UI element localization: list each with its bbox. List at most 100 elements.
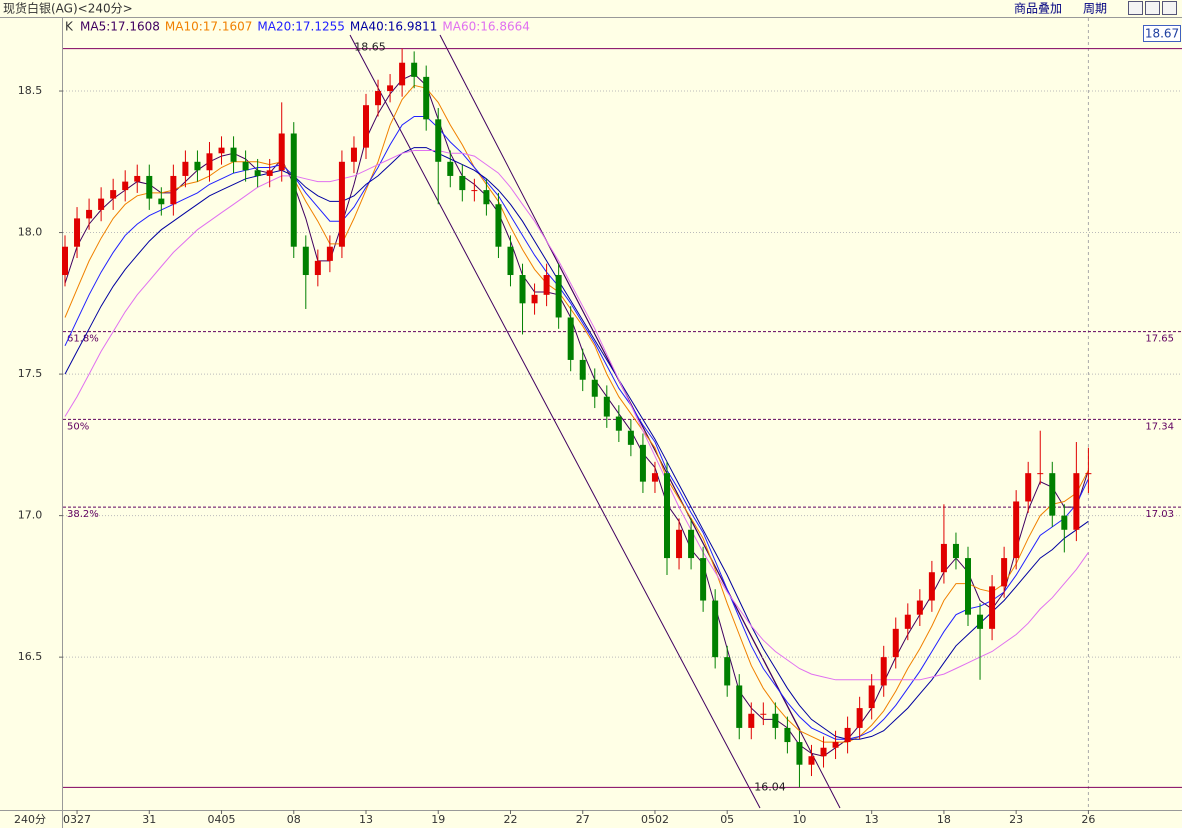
candle-body (218, 147, 225, 154)
channel-line (349, 34, 761, 809)
x-tick-label: 0405 (208, 813, 236, 826)
candle-body (459, 175, 466, 191)
legend-prefix: K (65, 20, 74, 34)
candle-body (543, 275, 550, 295)
fib-value: 17.65 (1145, 334, 1174, 345)
candle-body (1013, 501, 1020, 559)
candle-body (338, 161, 345, 247)
candle-body (531, 294, 538, 304)
x-tick-label: 05 (720, 813, 734, 826)
y-tick-label: 17.0 (18, 509, 43, 522)
channel-line (544, 237, 801, 731)
candle-body (1085, 473, 1092, 475)
nav-max[interactable] (1162, 1, 1177, 15)
candle-body (892, 628, 899, 658)
candle-body (254, 170, 261, 176)
price-box-text: 18.67 (1145, 27, 1179, 41)
candle-body (856, 708, 863, 728)
legend-entry: MA40:16.9811 (350, 20, 438, 34)
fib-value: 17.34 (1145, 421, 1174, 432)
candle-body (411, 62, 418, 77)
candle-body (278, 133, 285, 171)
extreme-label: 16.04 (754, 780, 786, 793)
candle-body (989, 586, 996, 629)
overlay-button[interactable]: 商品叠加 (1014, 1, 1062, 16)
x-tick-label: 31 (142, 813, 156, 826)
nav-left[interactable] (1128, 1, 1143, 15)
candle-body (314, 260, 321, 276)
candle-body (290, 133, 297, 247)
x-tick-label: 0327 (63, 813, 91, 826)
y-tick-label: 18.5 (18, 84, 43, 97)
candle-body (62, 246, 68, 276)
candle-body (1073, 473, 1080, 530)
candle-body (748, 713, 755, 728)
candle-body (495, 204, 502, 247)
x-tick-label: 13 (359, 813, 373, 826)
candle-body (206, 153, 213, 171)
x-tick-label: 0502 (641, 813, 669, 826)
candle-body (158, 198, 165, 205)
x-tick-label: 08 (287, 813, 301, 826)
candle-body (363, 105, 369, 148)
x-tick-label: 10 (792, 813, 806, 826)
y-tick-label: 18.0 (18, 226, 43, 239)
ma-line (64, 150, 1089, 681)
price-box (1143, 25, 1181, 42)
ma-line (64, 84, 1089, 743)
candle-body (579, 359, 586, 380)
period-label: 240分 (14, 813, 46, 826)
candle-body (74, 218, 81, 247)
ma-line (64, 116, 1089, 740)
candle-body (242, 161, 249, 171)
candle-body (194, 161, 201, 171)
fib-ratio: 50% (67, 421, 89, 432)
candle-body (784, 727, 791, 743)
candle-body (387, 85, 394, 92)
candle-body (808, 756, 815, 765)
chart-title: 现货白银(AG)<240分> (3, 1, 133, 16)
period-button[interactable]: 周期 (1083, 2, 1107, 16)
candle-body (1025, 473, 1032, 502)
candle-body (651, 473, 658, 482)
nav-right[interactable] (1145, 1, 1160, 15)
candle-body (868, 685, 875, 709)
candle-body (399, 62, 406, 86)
candle-body (676, 529, 683, 559)
candle-body (772, 713, 779, 728)
candle-body (832, 742, 839, 748)
candle-body (302, 246, 309, 276)
x-tick-label: 13 (865, 813, 879, 826)
candle-body (326, 246, 333, 261)
candle-body (952, 543, 959, 559)
candle-body (916, 600, 923, 615)
fib-value: 17.03 (1145, 509, 1174, 520)
x-tick-label: 18 (937, 813, 951, 826)
y-tick-label: 16.5 (18, 650, 43, 663)
fib-ratio: 61.8% (67, 334, 99, 345)
nav-buttons (1128, 1, 1177, 15)
candle-body (483, 190, 490, 205)
extreme-label: 18.65 (354, 41, 386, 54)
candle-body (1001, 558, 1008, 587)
x-tick-label: 19 (431, 813, 445, 826)
y-tick-label: 17.5 (18, 367, 43, 380)
candle-body (471, 190, 478, 192)
candle-body (940, 543, 947, 573)
candle-body (170, 175, 177, 205)
candle-body (86, 209, 93, 219)
legend-entry: MA10:17.1607 (165, 20, 253, 34)
candle-body (820, 747, 827, 757)
candle-body (760, 713, 767, 715)
candle-body (796, 742, 803, 765)
candle-body (1061, 515, 1068, 530)
candle-body (266, 170, 273, 176)
candle-body (110, 190, 117, 199)
candle-body (965, 558, 971, 615)
candle-body (1037, 473, 1044, 475)
fib-ratio: 38.2% (67, 509, 99, 520)
candle-body (736, 685, 743, 728)
candle-body (182, 161, 189, 176)
candle-body (603, 396, 610, 417)
